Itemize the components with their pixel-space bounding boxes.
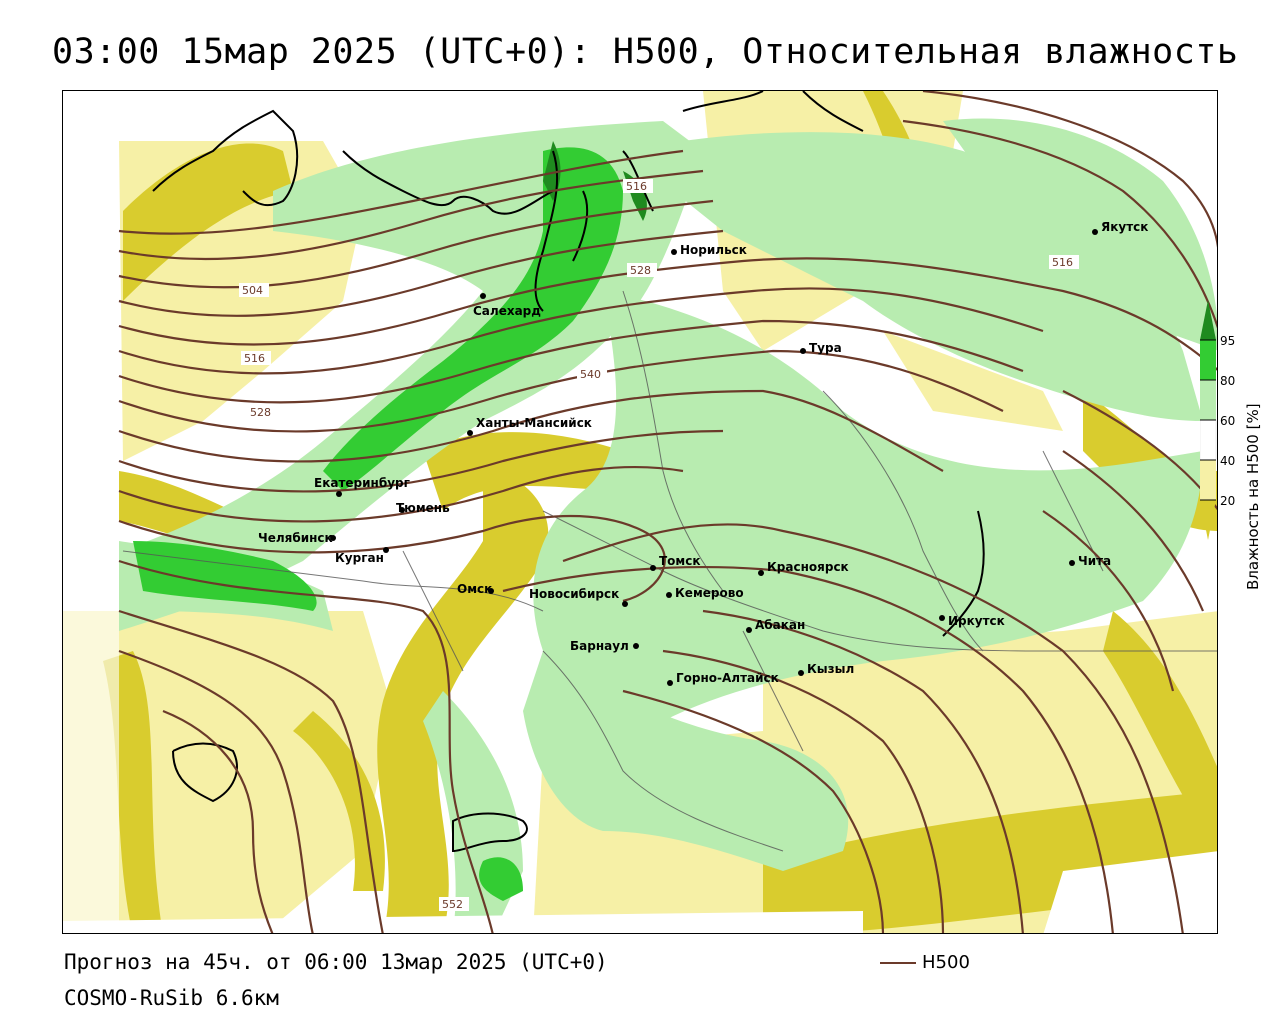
- forecast-info: Прогноз на 45ч. от 06:00 13мар 2025 (UTC…: [64, 950, 608, 974]
- colorbar-tick: 60: [1220, 414, 1235, 428]
- city-kyzyl[interactable]: Кызыл: [798, 662, 854, 676]
- city-label: Иркутск: [948, 614, 1005, 628]
- colorbar-band-40-60: [1199, 419, 1217, 461]
- colorbar-top-arrow: [1200, 300, 1216, 340]
- city-label: Кемерово: [675, 586, 744, 600]
- city-krasnoyarsk[interactable]: Красноярск: [758, 560, 849, 576]
- city-gorno-altaysk[interactable]: Горно-Алтайск: [667, 671, 779, 686]
- colorbar-tick: 95: [1220, 334, 1235, 348]
- isohypse-labels: 504 516 528 516 528 540 516 552: [239, 179, 1079, 911]
- cities: Якутск Норильск Салехард Тура Ханты-Манс…: [258, 220, 1148, 686]
- iso-label: 552: [442, 898, 463, 911]
- city-salekhard[interactable]: Салехард: [473, 293, 541, 318]
- city-tura[interactable]: Тура: [800, 341, 842, 355]
- forecast-map[interactable]: 504 516 528 516 528 540 516 552 Якутск: [62, 90, 1218, 934]
- city-label: Горно-Алтайск: [676, 671, 779, 685]
- h500-legend: H500: [880, 952, 970, 973]
- map-canvas: 504 516 528 516 528 540 516 552 Якутск: [63, 91, 1217, 933]
- city-label: Тура: [809, 341, 842, 355]
- iso-label: 528: [250, 406, 271, 419]
- city-chelyabinsk[interactable]: Челябинск: [258, 531, 336, 545]
- city-label: Норильск: [680, 243, 747, 257]
- iso-label: 504: [242, 284, 263, 297]
- map-title: 03:00 15мар 2025 (UTC+0): H500, Относите…: [52, 32, 1239, 72]
- city-tyumen[interactable]: Тюмень: [396, 501, 450, 515]
- city-barnaul[interactable]: Барнаул: [570, 639, 639, 653]
- city-kurgan[interactable]: Курган: [335, 547, 389, 565]
- colorbar-band-60-80: [1200, 380, 1216, 420]
- city-label: Барнаул: [570, 639, 629, 653]
- city-label: Кызыл: [807, 662, 854, 676]
- coastlines: [152, 91, 985, 853]
- city-khanty-mansiysk[interactable]: Ханты-Мансийск: [467, 416, 592, 436]
- city-label: Томск: [659, 554, 701, 568]
- colorbar-title: Влажность на H500 [%]: [1244, 403, 1262, 590]
- h500-isohypses: [118, 91, 1217, 933]
- city-label: Екатеринбург: [314, 476, 410, 490]
- city-label: Тюмень: [396, 501, 450, 515]
- iso-label: 516: [1052, 256, 1073, 269]
- city-label: Новосибирск: [529, 587, 619, 601]
- city-irkutsk[interactable]: Иркутск: [939, 614, 1005, 628]
- city-label: Курган: [335, 551, 384, 565]
- colorbar-tick: 80: [1220, 374, 1235, 388]
- city-omsk[interactable]: Омск: [457, 582, 494, 596]
- iso-label: 528: [630, 264, 651, 277]
- colorbar-tick: 20: [1220, 494, 1235, 508]
- h500-line-swatch: [880, 961, 916, 964]
- iso-label: 516: [626, 180, 647, 193]
- city-abakan[interactable]: Абакан: [746, 618, 805, 633]
- model-name: COSMO-RuSib 6.6км: [64, 986, 279, 1010]
- colorbar-bottom-arrow: [1200, 500, 1216, 540]
- region-borders: [122, 290, 1217, 852]
- city-chita[interactable]: Чита: [1069, 554, 1111, 568]
- colorbar-band-20-40: [1200, 460, 1216, 500]
- city-novosibirsk[interactable]: Новосибирск: [529, 587, 628, 607]
- city-label: Чита: [1078, 554, 1111, 568]
- humidity-field: [63, 91, 1217, 933]
- city-label: Салехард: [473, 304, 541, 318]
- iso-label: 540: [580, 368, 601, 381]
- city-label: Омск: [457, 582, 492, 596]
- city-label: Челябинск: [258, 531, 333, 545]
- city-ekaterinburg[interactable]: Екатеринбург: [314, 476, 410, 497]
- iso-label: 516: [244, 352, 265, 365]
- city-tomsk[interactable]: Томск: [650, 554, 701, 571]
- humidity-colorbar: 95 80 60 40 20: [1199, 300, 1280, 550]
- colorbar-band-80-95: [1200, 340, 1216, 380]
- city-label: Абакан: [755, 618, 805, 632]
- h500-legend-label: H500: [922, 952, 970, 973]
- city-label: Красноярск: [767, 560, 849, 574]
- city-label: Ханты-Мансийск: [476, 416, 592, 430]
- colorbar-tick: 40: [1220, 454, 1235, 468]
- city-label: Якутск: [1101, 220, 1148, 234]
- city-norilsk[interactable]: Норильск: [671, 243, 747, 257]
- city-yakutsk[interactable]: Якутск: [1092, 220, 1148, 235]
- city-kemerovo[interactable]: Кемерово: [666, 586, 744, 600]
